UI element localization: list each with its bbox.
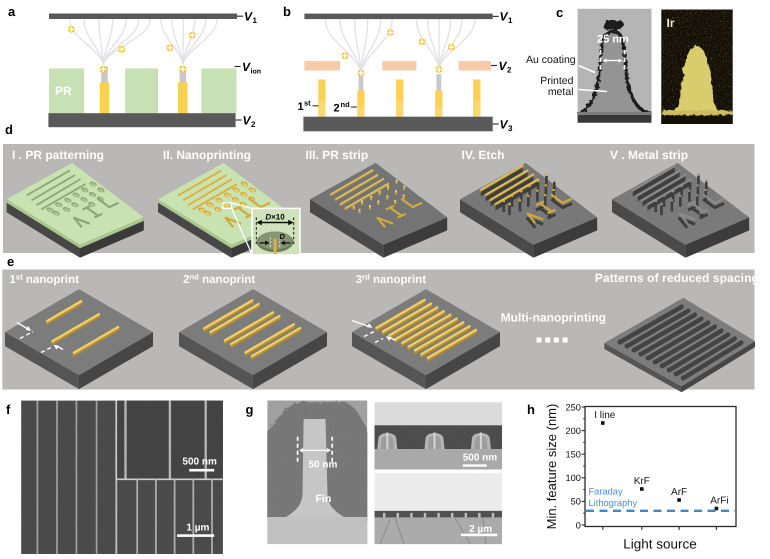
svg-text:c: c — [556, 5, 563, 20]
svg-text:b: b — [283, 4, 291, 19]
svg-text:V: V — [242, 60, 251, 74]
svg-text:2: 2 — [507, 66, 512, 75]
svg-text:3rd nanoprint: 3rd nanoprint — [356, 273, 427, 287]
svg-text:25 nm: 25 nm — [597, 34, 629, 46]
svg-text:500 nm: 500 nm — [463, 453, 498, 464]
svg-text:g: g — [246, 402, 254, 417]
svg-text:Printed: Printed — [540, 75, 573, 87]
svg-text:Multi-nanoprinting: Multi-nanoprinting — [501, 311, 606, 325]
svg-text:KrF: KrF — [634, 476, 650, 487]
svg-text:d: d — [5, 122, 13, 137]
svg-text:Patterns of reduced spacing: Patterns of reduced spacing — [595, 271, 759, 285]
svg-text:250: 250 — [566, 402, 581, 412]
svg-text:Light source: Light source — [623, 537, 697, 552]
svg-text:e: e — [7, 254, 14, 269]
svg-text:I . PR patterning: I . PR patterning — [12, 148, 104, 162]
svg-text:200: 200 — [566, 426, 581, 436]
svg-text:1: 1 — [508, 16, 513, 25]
svg-text:Ir: Ir — [667, 16, 675, 30]
svg-text:V: V — [500, 118, 509, 132]
svg-text:1 µm: 1 µm — [186, 523, 209, 534]
svg-text:V: V — [499, 59, 508, 73]
svg-text:f: f — [6, 402, 11, 417]
svg-text:2nd nanoprint: 2nd nanoprint — [183, 273, 255, 287]
svg-text:D: D — [280, 232, 286, 241]
svg-text:D×10: D×10 — [265, 213, 285, 222]
svg-text:50: 50 — [571, 497, 581, 507]
svg-text:Min. feature size (nm): Min. feature size (nm) — [544, 404, 559, 530]
svg-text:II. Nanoprinting: II. Nanoprinting — [163, 148, 251, 162]
svg-text:1: 1 — [298, 101, 304, 113]
svg-text:nd: nd — [341, 100, 351, 109]
svg-text:0: 0 — [576, 520, 581, 530]
svg-text:V: V — [243, 114, 252, 128]
svg-text:V: V — [500, 10, 509, 24]
svg-text:st: st — [304, 99, 311, 108]
svg-text:50 nm: 50 nm — [309, 460, 338, 471]
svg-text:V: V — [244, 10, 253, 24]
svg-text:ArF: ArF — [671, 487, 687, 498]
svg-text:V . Metal strip: V . Metal strip — [610, 148, 688, 162]
svg-text:100: 100 — [566, 473, 581, 483]
svg-text:IV. Etch: IV. Etch — [462, 148, 505, 162]
svg-text:I line: I line — [594, 410, 616, 421]
svg-text:2 µm: 2 µm — [469, 524, 492, 535]
svg-text:2: 2 — [251, 120, 256, 129]
svg-text:III. PR strip: III. PR strip — [306, 148, 369, 162]
svg-text:a: a — [8, 4, 16, 19]
svg-text:metal: metal — [548, 86, 574, 98]
svg-text:2: 2 — [334, 103, 340, 115]
svg-text:150: 150 — [566, 450, 581, 460]
svg-text:PR: PR — [55, 84, 72, 98]
svg-text:1st nanoprint: 1st nanoprint — [9, 273, 79, 287]
svg-text:Fin: Fin — [316, 493, 332, 505]
svg-text:ion: ion — [251, 68, 262, 76]
svg-text:Au coating: Au coating — [526, 54, 576, 66]
svg-text:ArFi: ArFi — [710, 496, 728, 507]
svg-text:1: 1 — [253, 16, 258, 25]
svg-text:3: 3 — [508, 124, 513, 133]
svg-text:500 nm: 500 nm — [182, 457, 217, 468]
svg-text:h: h — [527, 402, 535, 417]
svg-text:Faraday: Faraday — [589, 487, 623, 497]
svg-text:Lithography: Lithography — [589, 498, 638, 508]
